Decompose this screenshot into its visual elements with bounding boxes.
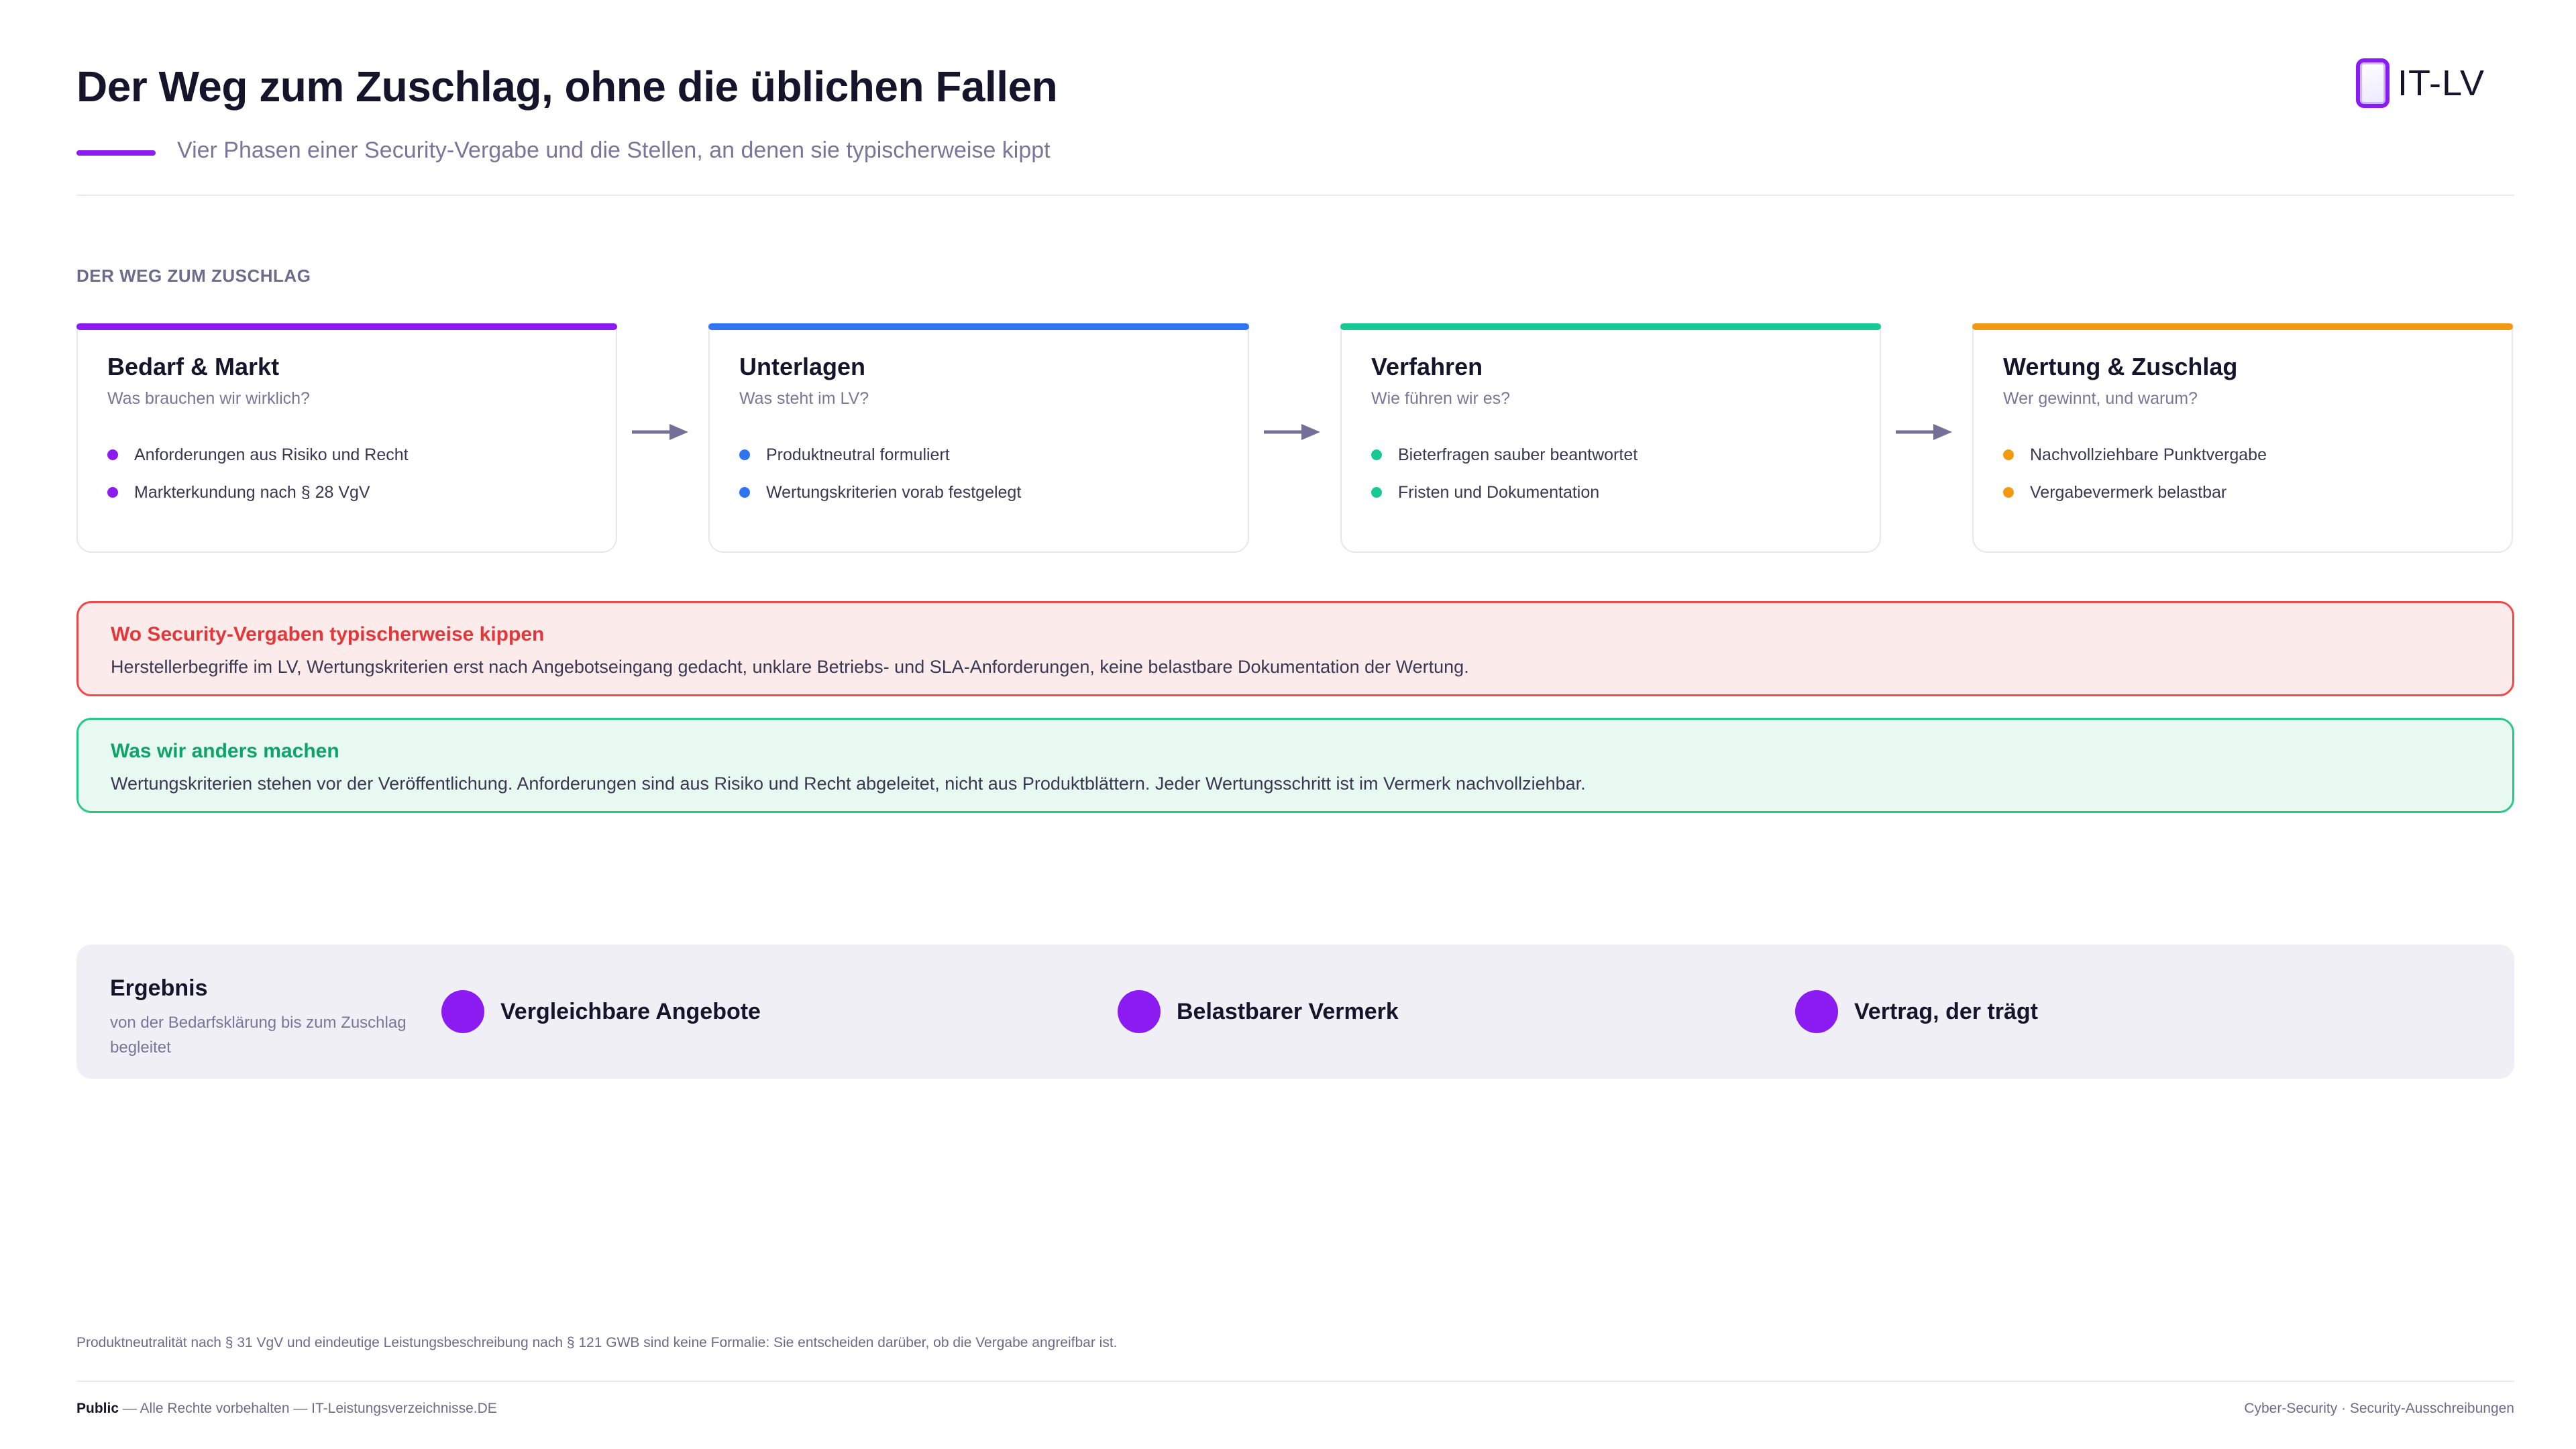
logo-document-icon — [2356, 58, 2390, 108]
phase-card-unterlagen: Unterlagen Was steht im LV? Produktneutr… — [708, 323, 1249, 553]
footer-topic: Cyber-Security · Security-Ausschreibunge… — [2244, 1401, 2514, 1416]
warning-title: Wo Security-Vergaben typischerweise kipp… — [111, 623, 545, 645]
arrow-right-icon — [1264, 424, 1320, 440]
logo-text: IT-LV — [2398, 63, 2485, 103]
phase-color-bar — [708, 323, 1249, 330]
title-accent-rule — [76, 150, 156, 156]
brand-logo: IT-LV — [2356, 55, 2512, 111]
bullet-dot-icon — [107, 487, 118, 498]
outcome-dot-icon — [1795, 990, 1838, 1033]
arrow-right-icon — [632, 424, 688, 440]
bullet-dot-icon — [739, 487, 750, 498]
phase-title: Verfahren — [1371, 353, 1483, 380]
phase-items: Bieterfragen sauber beantwortet Fristen … — [1371, 436, 1638, 511]
outcome-dot-icon — [1118, 990, 1161, 1033]
page-title: Der Weg zum Zuschlag, ohne die üblichen … — [76, 62, 1058, 111]
phase-title: Unterlagen — [739, 353, 866, 380]
phase-question: Was steht im LV? — [739, 389, 869, 408]
classification-label: Public — [76, 1401, 119, 1416]
bullet-dot-icon — [107, 449, 118, 460]
phase-color-bar — [76, 323, 617, 330]
bullet-dot-icon — [1371, 449, 1382, 460]
footnote: Produktneutralität nach § 31 VgV und ein… — [76, 1335, 1118, 1350]
rights-text: — Alle Rechte vorbehalten — IT-Leistungs… — [119, 1401, 497, 1416]
section-label: DER WEG ZUM ZUSCHLAG — [76, 266, 311, 286]
header-divider — [76, 195, 2514, 196]
approach-callout: Was wir anders machen Wertungskriterien … — [76, 718, 2514, 813]
arrow-right-icon — [1896, 424, 1952, 440]
warning-text: Herstellerbegriffe im LV, Wertungskriter… — [111, 657, 1469, 677]
phase-title: Wertung & Zuschlag — [2003, 353, 2238, 380]
phase-items: Anforderungen aus Risiko und Recht Markt… — [107, 436, 409, 511]
approach-title: Was wir anders machen — [111, 740, 339, 762]
list-item: Fristen und Dokumentation — [1371, 474, 1638, 511]
list-item: Nachvollziehbare Punktvergabe — [2003, 436, 2267, 474]
list-item: Produktneutral formuliert — [739, 436, 1021, 474]
outcome-item: Vertrag, der trägt — [1795, 990, 2038, 1033]
outcome-item: Vergleichbare Angebote — [441, 990, 761, 1033]
bullet-dot-icon — [2003, 487, 2014, 498]
footer-copyright: Public — Alle Rechte vorbehalten — IT-Le… — [76, 1401, 497, 1417]
bullet-dot-icon — [1371, 487, 1382, 498]
outcome-item: Belastbarer Vermerk — [1118, 990, 1399, 1033]
outcome-label: Vergleichbare Angebote — [500, 998, 761, 1024]
result-title: Ergebnis — [110, 975, 208, 1001]
phase-items: Nachvollziehbare Punktvergabe Vergabever… — [2003, 436, 2267, 511]
result-subtitle: von der Bedarfsklärung bis zum Zuschlag … — [110, 1014, 407, 1057]
warning-callout: Wo Security-Vergaben typischerweise kipp… — [76, 601, 2514, 696]
phase-question: Wie führen wir es? — [1371, 389, 1511, 408]
phase-color-bar — [1340, 323, 1881, 330]
approach-text: Wertungskriterien stehen vor der Veröffe… — [111, 773, 1586, 794]
phase-title: Bedarf & Markt — [107, 353, 280, 380]
result-panel: Ergebnis von der Bedarfsklärung bis zum … — [76, 945, 2514, 1079]
bullet-dot-icon — [739, 449, 750, 460]
phase-card-bedarf: Bedarf & Markt Was brauchen wir wirklich… — [76, 323, 617, 553]
phase-question: Wer gewinnt, und warum? — [2003, 389, 2198, 408]
list-item: Anforderungen aus Risiko und Recht — [107, 436, 409, 474]
outcome-label: Belastbarer Vermerk — [1177, 998, 1399, 1024]
phase-card-verfahren: Verfahren Wie führen wir es? Bieterfrage… — [1340, 323, 1881, 553]
list-item: Vergabevermerk belastbar — [2003, 474, 2267, 511]
page-subtitle: Vier Phasen einer Security-Vergabe und d… — [177, 138, 1051, 163]
phase-color-bar — [1972, 323, 2513, 330]
phase-card-wertung: Wertung & Zuschlag Wer gewinnt, und waru… — [1972, 323, 2513, 553]
list-item: Wertungskriterien vorab festgelegt — [739, 474, 1021, 511]
phase-items: Produktneutral formuliert Wertungskriter… — [739, 436, 1021, 511]
footer-divider — [76, 1381, 2514, 1382]
outcome-dot-icon — [441, 990, 484, 1033]
outcome-label: Vertrag, der trägt — [1854, 998, 2038, 1024]
list-item: Bieterfragen sauber beantwortet — [1371, 436, 1638, 474]
list-item: Markterkundung nach § 28 VgV — [107, 474, 409, 511]
phase-question: Was brauchen wir wirklich? — [107, 389, 310, 408]
bullet-dot-icon — [2003, 449, 2014, 460]
